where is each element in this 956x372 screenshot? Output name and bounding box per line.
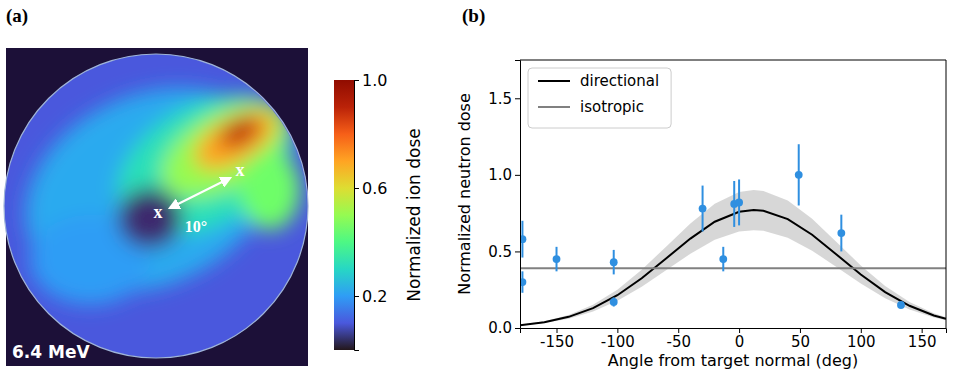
point — [795, 171, 803, 179]
tick: 150 — [908, 328, 937, 351]
point — [897, 301, 905, 309]
plot-area — [520, 144, 946, 325]
tick: 100 — [847, 328, 876, 351]
tick-label: -50 — [666, 333, 691, 351]
line — [520, 210, 946, 325]
panel-label: (b) — [462, 5, 485, 27]
tick-label: 150 — [908, 333, 937, 351]
tick: 0 — [735, 328, 745, 351]
tick-mark — [515, 98, 520, 99]
figure: (a) x x 10° 6.4 MeV 0.2 0.6 1.0 Normalized ion d… — [0, 0, 956, 372]
tick-mark — [515, 328, 520, 329]
point — [719, 255, 727, 263]
tick: -100 — [601, 328, 635, 351]
tick: 50 — [791, 328, 810, 351]
dose-region — [215, 111, 265, 154]
x-axis-title: Angle from target normal (deg) — [608, 351, 858, 370]
point — [699, 205, 707, 213]
tick-mark — [354, 296, 359, 297]
tick-label: 1.0 — [362, 71, 387, 90]
tick-mark — [515, 251, 520, 252]
x-axis-line — [521, 329, 947, 334]
tick-mark — [354, 80, 359, 81]
legend-swatch — [538, 106, 570, 108]
tick: 0.6 — [354, 179, 387, 198]
point — [553, 255, 561, 263]
tick-label: 1.5 — [488, 90, 512, 108]
colorbar-label: Normalized ion dose — [404, 128, 424, 302]
tick-label: 0.0 — [488, 319, 512, 337]
tick-label: -150 — [540, 333, 574, 351]
dose-region — [93, 66, 318, 265]
y-axis: 0.0 0.5 1.0 1.5 — [488, 61, 520, 338]
point — [735, 199, 743, 207]
energy-label: 6.4 MeV — [12, 342, 90, 362]
annotation: 10° — [185, 218, 207, 235]
tick-label: 100 — [847, 333, 876, 351]
legend-label: directional — [580, 72, 659, 90]
tick-mark — [354, 188, 359, 189]
colorbar-axis-line — [355, 81, 360, 351]
uncertainty-band — [520, 190, 946, 326]
annotation: x — [154, 202, 163, 222]
point — [610, 258, 618, 266]
tick: 0.5 — [488, 243, 520, 261]
annotation: x — [236, 160, 245, 180]
tick: 1.0 — [488, 166, 520, 184]
y-axis-title: Normalized neutron dose — [455, 93, 474, 295]
tick: 1.5 — [488, 90, 520, 108]
tick: -150 — [540, 328, 574, 351]
tick-label: 50 — [791, 333, 810, 351]
tick-label: 1.0 — [488, 166, 512, 184]
frame — [946, 60, 947, 328]
legend-label: isotropic — [580, 98, 644, 116]
tick: 0.2 — [354, 287, 387, 306]
panel-label: (a) — [6, 5, 28, 27]
arrow — [170, 178, 230, 208]
dose-region — [240, 150, 300, 230]
colorbar-axis: 0.2 0.6 1.0 — [354, 71, 387, 351]
tick-label: 0 — [735, 333, 745, 351]
tick: 0.0 — [488, 319, 520, 337]
dose-region — [118, 188, 182, 248]
point — [837, 229, 845, 237]
tick: 1.0 — [354, 71, 387, 90]
ion-image: x x 10° 6.4 MeV — [0, 48, 317, 366]
tick-label: 0.5 — [488, 243, 512, 261]
dose-region — [0, 49, 308, 331]
line — [520, 267, 946, 269]
legend-box — [528, 68, 671, 128]
colorbar — [334, 80, 354, 350]
tick-label: 0.2 — [362, 287, 387, 306]
tick-mark — [515, 175, 520, 176]
y-axis-line — [515, 61, 521, 329]
tick: -50 — [666, 328, 691, 351]
x-axis: -150 -100 -50 0 50 100 150 — [521, 328, 947, 351]
tick-label: -100 — [601, 333, 635, 351]
tick-label: 0.6 — [362, 179, 387, 198]
legend-swatch — [538, 80, 570, 82]
legend: directional isotropic — [528, 68, 671, 128]
point — [610, 298, 618, 306]
frame — [520, 60, 946, 61]
